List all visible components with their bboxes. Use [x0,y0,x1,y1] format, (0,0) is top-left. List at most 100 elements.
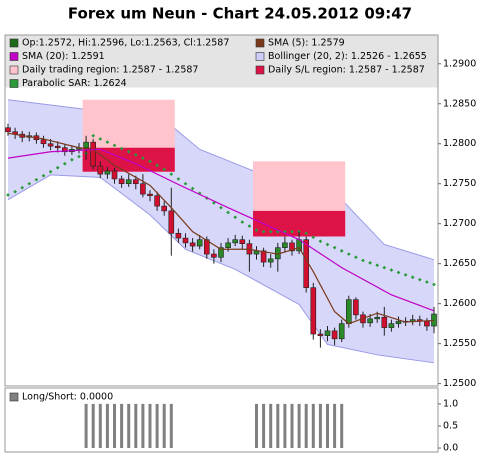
candle-body [5,127,11,133]
sar-dot [403,273,408,277]
candle-body [161,205,167,212]
bar [141,403,145,449]
legend-swatch [255,52,265,61]
candle-body [211,253,217,258]
sar-dot [162,167,167,172]
sar-dot [169,172,174,176]
bar [262,403,266,449]
sar-dot [311,235,316,240]
legend-label: Op:1.2572, Hi:1.2596, Lo:1.2563, Cl:1.25… [22,38,229,49]
legend-label: Daily S/L region: 1.2587 - 1.2587 [268,65,425,76]
sar-dot [304,231,309,236]
candle-body [204,239,210,255]
sar-dot [261,229,266,234]
candle-body [147,193,153,197]
bar [169,403,173,449]
region [82,147,175,172]
panel-title: Long/Short: 0.0000 [22,392,113,403]
bar [162,403,166,449]
sar-dot [41,173,46,178]
sar-dot [346,252,351,256]
sar-dot [55,165,60,170]
sma-line [7,148,435,312]
candle-body [189,242,196,247]
sar-dot [382,265,387,270]
y-tick-label: 1.2700 [443,218,476,229]
bar [304,403,308,449]
candle-body [168,210,175,234]
candle-body [125,179,132,185]
candle-body [345,299,352,324]
bar [148,403,152,449]
sar-dot [417,277,422,282]
candle-body [40,139,47,145]
bar [120,403,124,449]
bar [311,403,315,449]
y-tick-label: 1.2600 [443,298,476,309]
sar-dot [98,137,103,141]
candle-body [83,141,89,149]
legend-label: Parabolic SAR: 1.2624 [22,78,127,89]
sar-dot [396,270,401,275]
sar-dot [325,242,330,247]
sar-dot [141,156,145,160]
candle-body [218,247,224,258]
sma-line [7,132,435,325]
legend-swatch [9,65,19,75]
sar-dot [219,205,223,210]
sar-dot [268,229,273,234]
candle-body [196,239,203,247]
candle-body [424,320,430,327]
y-tick-label: 1.2550 [443,338,476,349]
sar-dot [240,220,245,224]
legend-label: Bollinger (20, 2): 1.2526 - 1.2655 [268,51,427,62]
sar-dot [290,229,294,234]
candle-body [118,178,125,185]
bar [276,403,280,449]
candle-body [47,143,54,147]
candle-body [260,250,267,263]
bar [84,403,88,449]
candle-body [388,323,395,328]
y-tick-label: 1.2750 [443,178,476,189]
y-tick-label: 1.0 [443,398,458,409]
candle-body [140,183,146,195]
sar-dot [375,263,380,268]
y-tick-label: 1.2900 [443,58,476,69]
bar [297,403,301,449]
bar [127,403,131,449]
candle-body [175,232,182,239]
candle-body [338,323,345,340]
legend-swatch [255,65,265,75]
bar [134,403,138,449]
candle-body [374,316,381,320]
bar [105,403,109,449]
sar-dot [20,185,25,190]
candle-body [232,239,238,244]
candle-body [133,179,139,185]
candle-body [353,299,359,316]
sar-dot [389,268,394,272]
candle-body [61,147,68,153]
candle-body [154,195,160,207]
y-tick-label: 1.2500 [443,378,476,389]
candle-body [324,330,331,336]
bar [255,403,258,449]
sar-dot [432,282,436,287]
y-tick-label: 0.0 [443,443,458,454]
bar [340,403,344,449]
candle-body [381,316,388,328]
legend-label: SMA (20): 1.2591 [22,51,105,62]
sar-dot [70,157,74,162]
bar [155,403,159,449]
sar-dot [13,189,17,194]
candle-body [90,141,96,167]
bar [269,403,273,449]
candle-body [310,287,317,335]
candle-body [367,318,373,324]
bar [318,403,322,449]
sar-dot [368,261,372,265]
sar-dot [247,224,252,228]
